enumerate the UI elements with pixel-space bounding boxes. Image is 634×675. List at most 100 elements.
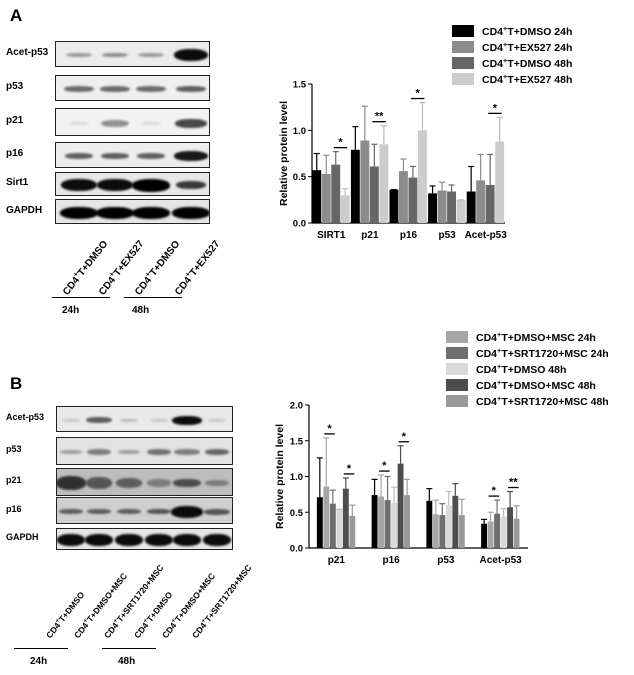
- blot-band: [60, 450, 82, 454]
- bar-cd4-t-dmso-24h-p21: [316, 497, 323, 548]
- blot-band: [87, 449, 111, 455]
- blot-band: [171, 505, 203, 518]
- significance-mark: **: [375, 111, 384, 123]
- bar-cd4-t-ex527-48h-acet-p53: [495, 141, 505, 223]
- blot-band: [65, 153, 93, 159]
- x-tick-label-acet-p53: Acet-p53: [480, 555, 523, 566]
- blot-band: [172, 206, 209, 219]
- bar-cd4-t-dmso-24h-sirt1: [312, 170, 322, 223]
- blot-band: [204, 508, 230, 515]
- blot-band: [132, 178, 170, 192]
- blot-band: [147, 449, 171, 455]
- blot-band: [85, 534, 113, 546]
- y-tick-label: 1.0: [293, 126, 306, 137]
- bar-cd4-t-srt1720-msc-48h-p21: [349, 515, 356, 548]
- bar-cd4-t-srt1720-msc-24h-p21: [329, 503, 336, 548]
- time-label-24h-a: 24h: [62, 305, 80, 316]
- x-tick-label-sirt1: SIRT1: [317, 230, 346, 241]
- blot-strip-gapdh: [56, 528, 233, 550]
- blot-band: [203, 534, 231, 546]
- panel-b-letter: B: [10, 374, 23, 393]
- time-label-48h-a: 48h: [132, 305, 150, 316]
- legend-label-2: CD4+T+EX527 24h: [482, 40, 572, 54]
- legend-swatch-3: [446, 347, 468, 359]
- blot-band: [116, 478, 142, 488]
- blot-band: [62, 418, 80, 422]
- blot-label-p16: p16: [6, 148, 24, 159]
- blot-band: [59, 509, 83, 514]
- bar-cd4-t-dmso-24h-p21: [350, 149, 360, 223]
- legend-label-5: CD4+T+DMSO+MSC 48h: [476, 378, 596, 392]
- legend-label-2: CD4+T+DMSO+MSC 24h: [476, 330, 596, 344]
- legend-swatch-2: [446, 331, 468, 343]
- blot-band: [132, 206, 170, 219]
- blot-band: [64, 86, 94, 92]
- blot-band: [147, 509, 171, 514]
- panel-a-letter: A: [10, 6, 23, 25]
- significance-mark: **: [509, 477, 518, 489]
- bar-cd4-t-srt1720-msc-24h-acet-p53: [494, 513, 501, 548]
- x-tick-label-p16: p16: [383, 555, 401, 566]
- blot-band: [69, 121, 89, 125]
- blot-strip-p21: [56, 468, 233, 496]
- bar-cd4-t-dmso-24h-p16: [371, 495, 378, 548]
- bar-cd4-t-srt1720-msc-48h-acet-p53: [513, 518, 520, 548]
- chart-a-legend: CD4+T+DMSO 24h CD4+T+EX527 24h CD4+T+DMSO …: [452, 24, 572, 86]
- y-tick-label: 0.0: [290, 544, 303, 555]
- bar-cd4-t-dmso-msc-48h-p53: [452, 495, 459, 548]
- significance-mark: *: [492, 485, 497, 497]
- legend-label-4: CD4+T+EX527 48h: [482, 72, 572, 86]
- blot-label-p16: p16: [6, 503, 22, 514]
- bar-cd4-t-dmso-msc-24h-acet-p53: [487, 521, 494, 548]
- legend-swatch-1: [452, 25, 474, 37]
- x-tick-label-acet-p53: Acet-p53: [465, 230, 508, 241]
- y-tick-label: 1.5: [293, 80, 307, 91]
- blot-strip-gapdh: [55, 199, 210, 224]
- y-tick-label: 0.5: [293, 172, 307, 183]
- bar-cd4-t-dmso-msc-48h-p21: [342, 488, 349, 548]
- blot-band: [100, 86, 130, 92]
- blot-band: [174, 449, 200, 455]
- x-tick-label-p53: p53: [437, 555, 455, 566]
- blot-band: [96, 206, 134, 219]
- blot-label-acet-p53: Acet-p53: [6, 47, 49, 58]
- bar-cd4-t-dmso-48h-acet-p53: [485, 185, 495, 223]
- blot-label-p53: p53: [6, 81, 24, 92]
- timeline-48h-a: [124, 297, 182, 299]
- legend-label-4: CD4+T+DMSO 48h: [476, 362, 566, 376]
- blot-strip-p21: [55, 108, 210, 136]
- bar-cd4-t-ex527-48h-p21: [379, 144, 389, 223]
- legend-swatch-6: [446, 395, 468, 407]
- legend-swatch-4: [446, 363, 468, 375]
- blot-band: [137, 153, 165, 159]
- y-tick-label: 0.5: [290, 508, 304, 519]
- time-label-48h-b: 48h: [118, 656, 136, 667]
- legend-label-3: CD4+T+DMSO 48h: [482, 56, 572, 70]
- blot-band: [174, 151, 208, 161]
- blot-band: [208, 418, 226, 422]
- timeline-24h-b: [14, 648, 68, 650]
- blot-label-gapdh: GAPDH: [6, 532, 39, 542]
- blot-band: [101, 119, 129, 127]
- bar-cd4-t-srt1720-msc-24h-p16: [384, 500, 391, 548]
- bar-cd4-t-dmso-48h-p53: [445, 505, 452, 548]
- bar-cd4-t-dmso-48h-acet-p53: [500, 516, 507, 548]
- blot-band: [173, 479, 201, 487]
- significance-mark: *: [402, 431, 407, 443]
- blot-strip-p53: [56, 437, 233, 465]
- bar-cd4-t-dmso-24h-p53: [428, 193, 437, 223]
- significance-mark: *: [416, 88, 421, 100]
- blot-label-acet-p53: Acet-p53: [6, 412, 45, 422]
- bar-cd4-t-dmso-48h-p21: [336, 509, 343, 548]
- significance-mark: *: [493, 102, 498, 114]
- blot-label-p21: p21: [6, 475, 22, 485]
- blot-band: [176, 181, 206, 189]
- blot-band: [60, 206, 98, 219]
- blot-band: [138, 53, 164, 57]
- bar-cd4-t-dmso-msc-48h-p16: [397, 463, 404, 548]
- legend-label-1: CD4+T+DMSO 24h: [482, 24, 572, 38]
- bar-cd4-t-ex527-48h-p16: [418, 130, 427, 223]
- blot-label-p53: p53: [6, 444, 22, 454]
- blot-band: [86, 417, 112, 423]
